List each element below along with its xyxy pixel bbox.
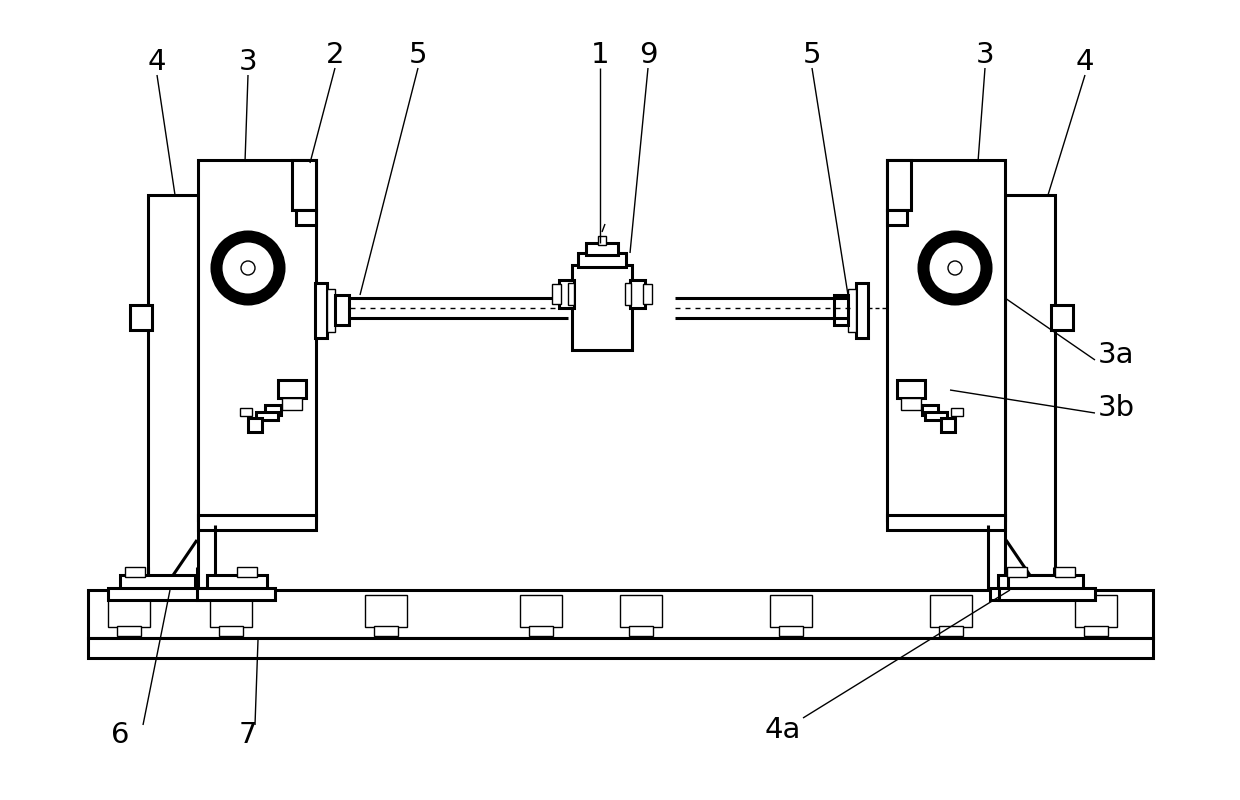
Bar — [241, 408, 252, 416]
Bar — [625, 283, 631, 305]
Bar — [520, 595, 562, 627]
Bar — [951, 408, 963, 416]
Circle shape — [919, 232, 991, 304]
Text: 5: 5 — [409, 41, 428, 69]
Bar — [990, 588, 1068, 600]
Circle shape — [928, 241, 982, 295]
Bar — [198, 160, 316, 520]
Bar — [901, 398, 921, 410]
Bar — [117, 626, 141, 636]
Circle shape — [241, 261, 255, 275]
Bar — [779, 626, 804, 636]
Bar — [88, 638, 1153, 658]
Bar — [335, 295, 348, 325]
Bar — [629, 626, 653, 636]
Bar — [572, 265, 632, 350]
Bar — [941, 418, 955, 432]
Bar — [887, 160, 1004, 520]
Text: 7: 7 — [239, 721, 257, 749]
Text: 1: 1 — [590, 41, 609, 69]
Bar — [923, 405, 937, 415]
Bar — [1007, 567, 1027, 577]
Bar — [265, 405, 281, 415]
Text: 4: 4 — [1076, 48, 1094, 76]
Bar — [925, 412, 947, 420]
Circle shape — [221, 241, 275, 295]
Bar — [568, 283, 574, 305]
Bar — [148, 195, 198, 590]
Bar — [939, 626, 963, 636]
Bar — [644, 284, 652, 304]
Bar — [210, 595, 252, 627]
Circle shape — [212, 232, 284, 304]
Text: 4: 4 — [148, 48, 166, 76]
Bar — [315, 283, 327, 338]
Bar — [1004, 195, 1055, 590]
Bar — [108, 595, 150, 627]
Text: 9: 9 — [639, 41, 657, 69]
Bar — [1055, 567, 1075, 577]
Bar — [552, 284, 560, 304]
Bar — [255, 412, 278, 420]
Bar — [1084, 626, 1109, 636]
Bar — [998, 575, 1058, 593]
Bar — [281, 398, 303, 410]
Text: 5: 5 — [802, 41, 821, 69]
Text: 2: 2 — [326, 41, 345, 69]
Bar — [1008, 575, 1083, 593]
Bar — [848, 289, 856, 332]
Bar — [1075, 595, 1117, 627]
Bar — [930, 595, 972, 627]
Bar — [130, 305, 153, 330]
Text: 3b: 3b — [1097, 394, 1135, 422]
Bar — [291, 160, 316, 210]
Bar — [237, 567, 257, 577]
Bar — [529, 626, 553, 636]
Bar — [125, 567, 145, 577]
Bar — [559, 280, 574, 308]
Bar — [120, 575, 195, 593]
Bar — [835, 295, 848, 325]
Circle shape — [949, 261, 962, 275]
Bar — [296, 210, 316, 225]
Bar — [248, 418, 262, 432]
Bar — [630, 280, 645, 308]
Bar — [207, 575, 267, 593]
Bar — [887, 160, 911, 210]
Bar — [856, 283, 868, 338]
Text: 3a: 3a — [1097, 341, 1135, 369]
Bar — [327, 289, 335, 332]
Bar — [1052, 305, 1073, 330]
Bar — [598, 236, 606, 245]
Bar — [374, 626, 398, 636]
Bar — [365, 595, 407, 627]
Bar — [770, 595, 812, 627]
Bar — [887, 210, 906, 225]
Bar — [88, 590, 1153, 638]
Bar — [578, 253, 626, 267]
Bar — [197, 588, 275, 600]
Text: 3: 3 — [976, 41, 994, 69]
Bar — [620, 595, 662, 627]
Bar — [278, 380, 306, 398]
Bar — [587, 243, 618, 255]
Bar — [897, 380, 925, 398]
Text: 3: 3 — [238, 48, 258, 76]
Bar — [219, 626, 243, 636]
Bar — [198, 515, 316, 530]
Text: 6: 6 — [110, 721, 129, 749]
Bar — [108, 588, 205, 600]
Text: 4a: 4a — [765, 716, 801, 744]
Bar — [999, 588, 1095, 600]
Bar — [887, 515, 1004, 530]
